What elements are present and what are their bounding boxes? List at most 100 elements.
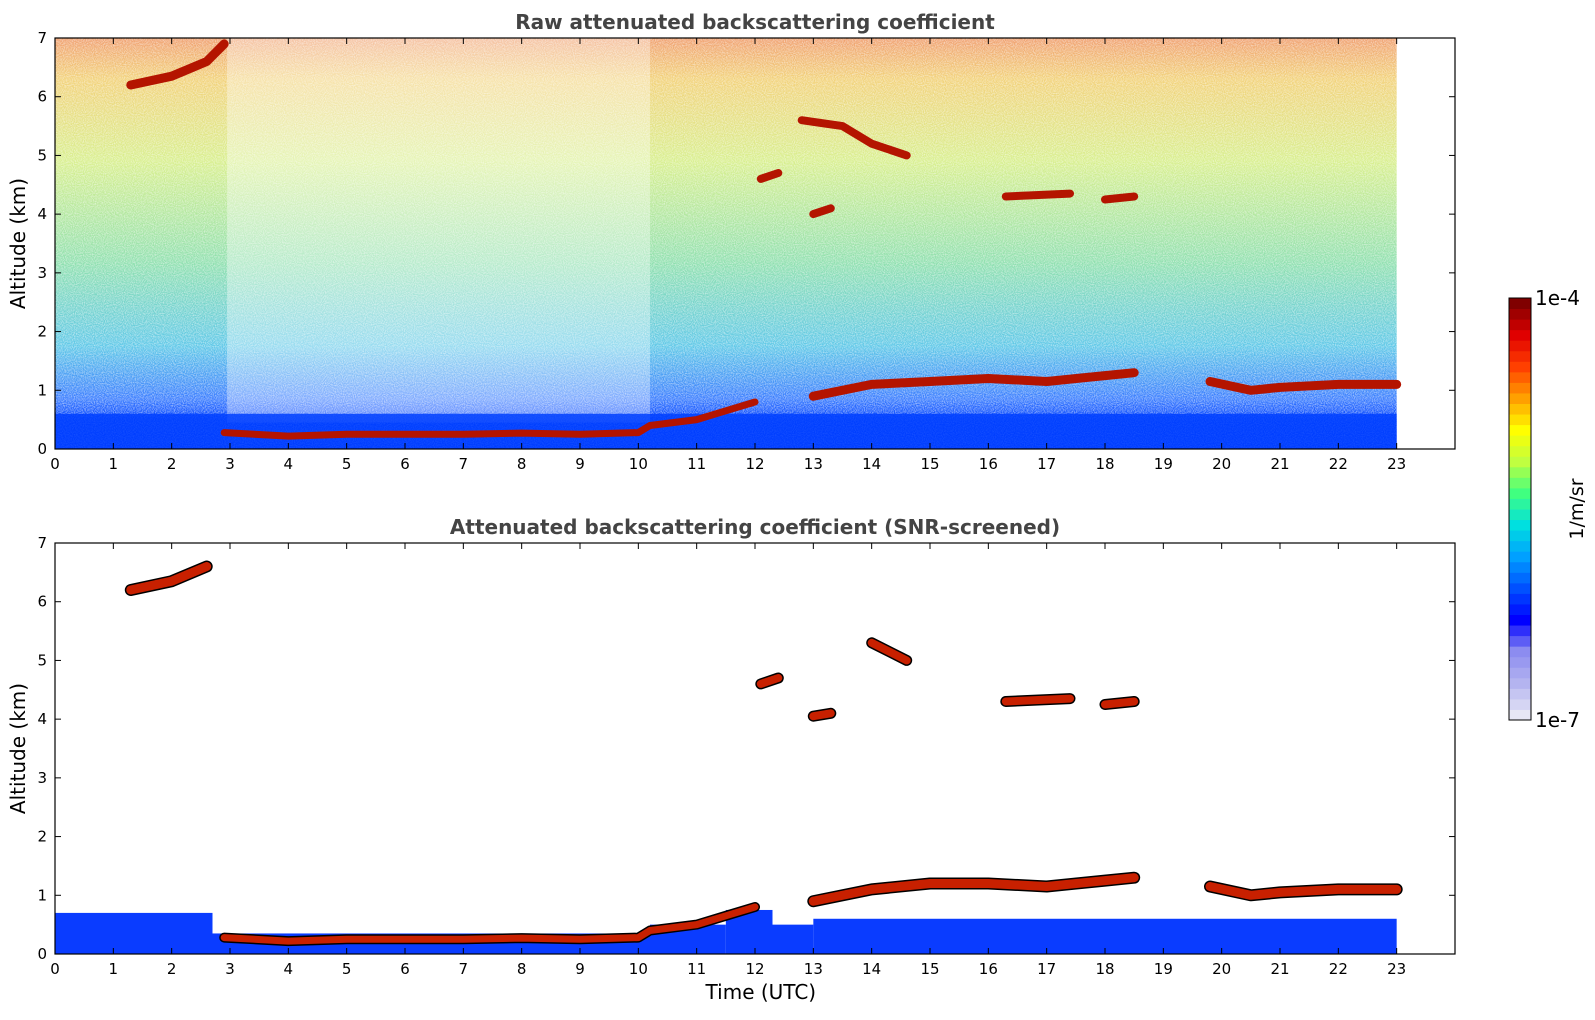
x-tick-label: 23 [1387,960,1406,978]
x-tick-label: 12 [745,455,764,473]
backscatter-feature-cloud-layer [126,562,212,595]
x-axis-label: Time (UTC) [705,980,817,1004]
backscatter-feature-cloud-patch [1001,694,1074,706]
y-tick-label: 5 [37,651,47,669]
backscatter-feature-cloud-patch [1101,697,1139,709]
snr-y-axis-label: Altitude (km) [6,683,30,814]
x-tick-label: 20 [1212,455,1231,473]
colorbar-swatch [1509,392,1531,404]
x-tick-label: 9 [575,960,585,978]
colorbar-swatch [1509,582,1531,594]
colorbar-swatch [1509,551,1531,563]
backscatter-feature-cloud-patch [756,674,783,688]
y-tick-label: 4 [37,710,47,728]
colorbar-swatch [1509,319,1531,331]
colorbar-swatch [1509,403,1531,415]
colorbar-swatch [1509,635,1531,647]
snr-x-ticks: 0 1 2 3 4 5 6 7 8 9 10 11 12 13 14 15 16 17 18 19 20 21 22 23 [50,543,1406,978]
x-tick-label: 18 [1095,960,1114,978]
snr-heatmap-area [55,560,1403,954]
colorbar-frame [1508,297,1532,721]
backscatter-feature-boundary-layer-top [220,903,759,945]
y-tick-label: 3 [37,769,47,787]
x-tick-label: 10 [629,960,648,978]
colorbar-swatch [1509,350,1531,362]
colorbar-swatch [1509,424,1531,436]
colorbar-swatch [1509,561,1531,573]
x-tick-label: 0 [50,960,60,978]
colorbar-min-label: 1e-7 [1535,708,1580,732]
colorbar-max-label: 1e-4 [1535,286,1580,310]
x-tick-label: 6 [400,455,410,473]
colorbar-swatch [1509,540,1531,552]
colorbar-swatch [1509,329,1531,341]
y-tick-label: 6 [37,88,47,106]
colorbar-swatch [1509,456,1531,468]
colorbar-swatch [1509,625,1531,637]
x-tick-label: 16 [979,960,998,978]
x-tick-label: 6 [400,960,410,978]
backscatter-feature-cloud-patch [867,638,911,665]
colorbar-swatch [1509,677,1531,689]
raw-heatmap-area [55,38,1402,449]
colorbar-swatch [1509,709,1531,721]
colorbar-swatch [1509,498,1531,510]
backscatter-feature-cloud-layer [1205,882,1402,900]
x-tick-label: 17 [1037,960,1056,978]
y-tick-label: 4 [37,205,47,223]
colorbar-swatch [1509,603,1531,615]
y-tick-label: 1 [37,886,47,904]
colorbar-swatch [1509,435,1531,447]
backscatter-feature-cloud-layer [808,368,1139,401]
snr-near-ground-band [772,924,814,954]
x-tick-label: 3 [225,960,235,978]
raw-backscatter-panel: Raw attenuated backscattering coefficien… [6,10,1456,473]
colorbar: 1e-4 1e-7 1/m/sr [1508,286,1588,732]
x-tick-label: 23 [1387,455,1406,473]
x-tick-label: 11 [687,455,706,473]
raw-chart-title: Raw attenuated backscattering coefficien… [515,10,995,34]
backscatter-feature-cloud-patch [797,116,911,160]
x-tick-label: 4 [284,455,294,473]
x-tick-label: 3 [225,455,235,473]
colorbar-swatch [1509,593,1531,605]
x-tick-label: 13 [804,960,823,978]
backscatter-feature-cloud-layer [1205,377,1402,395]
backscatter-feature-boundary-layer-top [220,398,759,440]
raw-y-ticks: 0 1 2 3 4 5 6 7 [37,29,1455,458]
colorbar-swatch [1509,340,1531,352]
colorbar-swatch [1509,646,1531,658]
x-tick-label: 15 [920,455,939,473]
colorbar-swatch [1509,487,1531,499]
x-tick-label: 2 [167,455,177,473]
x-tick-label: 22 [1329,455,1348,473]
colorbar-swatch [1509,656,1531,668]
x-tick-label: 5 [342,455,352,473]
colorbar-swatch [1509,371,1531,383]
y-tick-label: 1 [37,381,47,399]
colorbar-swatch [1509,477,1531,489]
colorbar-swatch [1509,509,1531,521]
colorbar-swatch [1509,688,1531,700]
colorbar-swatch [1509,361,1531,373]
snr-near-ground-band [55,912,213,954]
backscatter-feature-cloud-patch [809,709,835,721]
x-tick-label: 10 [629,455,648,473]
x-tick-label: 8 [517,455,527,473]
x-tick-label: 9 [575,455,585,473]
y-tick-label: 0 [37,945,47,963]
x-tick-label: 22 [1329,960,1348,978]
x-tick-label: 8 [517,960,527,978]
x-tick-label: 21 [1270,960,1289,978]
backscatter-feature-cloud-patch [1001,189,1074,201]
x-tick-label: 14 [862,455,881,473]
x-tick-label: 7 [459,960,469,978]
colorbar-swatch [1509,298,1531,310]
x-tick-label: 14 [862,960,881,978]
x-tick-label: 16 [979,455,998,473]
colorbar-swatch [1509,530,1531,542]
raw-low-signal-region [227,38,651,423]
x-tick-label: 18 [1095,455,1114,473]
x-tick-label: 13 [804,455,823,473]
